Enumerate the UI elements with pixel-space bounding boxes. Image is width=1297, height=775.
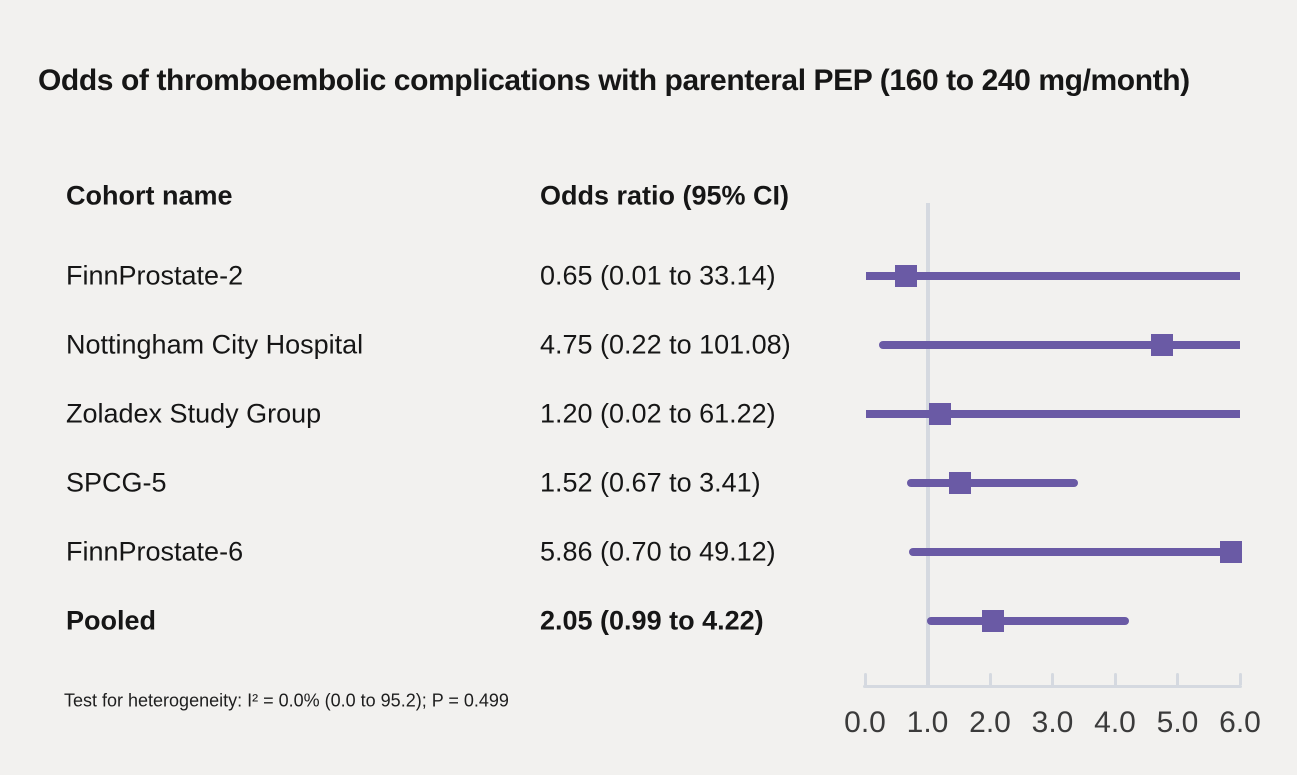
heterogeneity-note: Test for heterogeneity: I² = 0.0% (0.0 t… — [64, 690, 509, 711]
cohort-name-label: Zoladex Study Group — [66, 398, 322, 429]
x-axis-tick — [1176, 673, 1179, 685]
odds-ratio-value: 5.86 (0.70 to 49.12) — [540, 536, 776, 567]
confidence-interval-line — [906, 479, 1079, 487]
odds-ratio-value: 0.65 (0.01 to 33.14) — [540, 260, 776, 291]
odds-ratio-marker — [894, 265, 917, 287]
confidence-interval-line — [926, 617, 1129, 625]
x-axis-tick — [1113, 673, 1117, 685]
cohort-name-label: Nottingham City Hospital — [66, 329, 364, 360]
x-axis-tick-label: 3.0 — [1031, 706, 1074, 739]
odds-ratio-marker — [949, 472, 971, 494]
odds-ratio-value: 1.20 (0.02 to 61.22) — [540, 398, 776, 429]
x-axis-tick — [988, 673, 992, 685]
cohort-name-label: Pooled — [66, 605, 157, 636]
odds-ratio-marker — [1220, 541, 1243, 563]
odds-ratio-value: 1.52 (0.67 to 3.41) — [540, 467, 761, 498]
cohort-name-label: FinnProstate-2 — [66, 260, 244, 291]
confidence-interval-line — [866, 410, 1240, 418]
x-axis-tick-label: 2.0 — [969, 706, 1011, 739]
column-header-odds-ratio: Odds ratio (95% CI) — [540, 180, 790, 211]
x-axis-line — [863, 685, 1242, 688]
confidence-interval-line — [908, 548, 1240, 556]
odds-ratio-marker — [929, 403, 951, 425]
odds-ratio-marker — [1150, 334, 1173, 356]
chart-title: Odds of thromboembolic complications wit… — [38, 64, 1190, 97]
odds-ratio-marker — [982, 610, 1005, 632]
x-axis-tick-label: 5.0 — [1156, 706, 1199, 739]
cohort-name-label: FinnProstate-6 — [66, 536, 244, 567]
x-axis-tick-label: 1.0 — [906, 706, 949, 739]
x-axis-tick — [1051, 673, 1054, 685]
x-axis-tick-label: 6.0 — [1219, 706, 1261, 739]
odds-ratio-value: 4.75 (0.22 to 101.08) — [540, 329, 791, 360]
x-axis-tick-label: 0.0 — [844, 706, 886, 739]
odds-ratio-value: 2.05 (0.99 to 4.22) — [540, 605, 764, 636]
reference-line — [925, 203, 930, 688]
x-axis-tick — [1238, 673, 1242, 685]
confidence-interval-line — [878, 341, 1240, 349]
column-header-cohort-name: Cohort name — [66, 180, 233, 211]
x-axis-tick-label: 4.0 — [1094, 706, 1136, 739]
cohort-name-label: SPCG-5 — [66, 467, 167, 498]
confidence-interval-line — [865, 272, 1240, 280]
x-axis-tick — [863, 673, 867, 685]
